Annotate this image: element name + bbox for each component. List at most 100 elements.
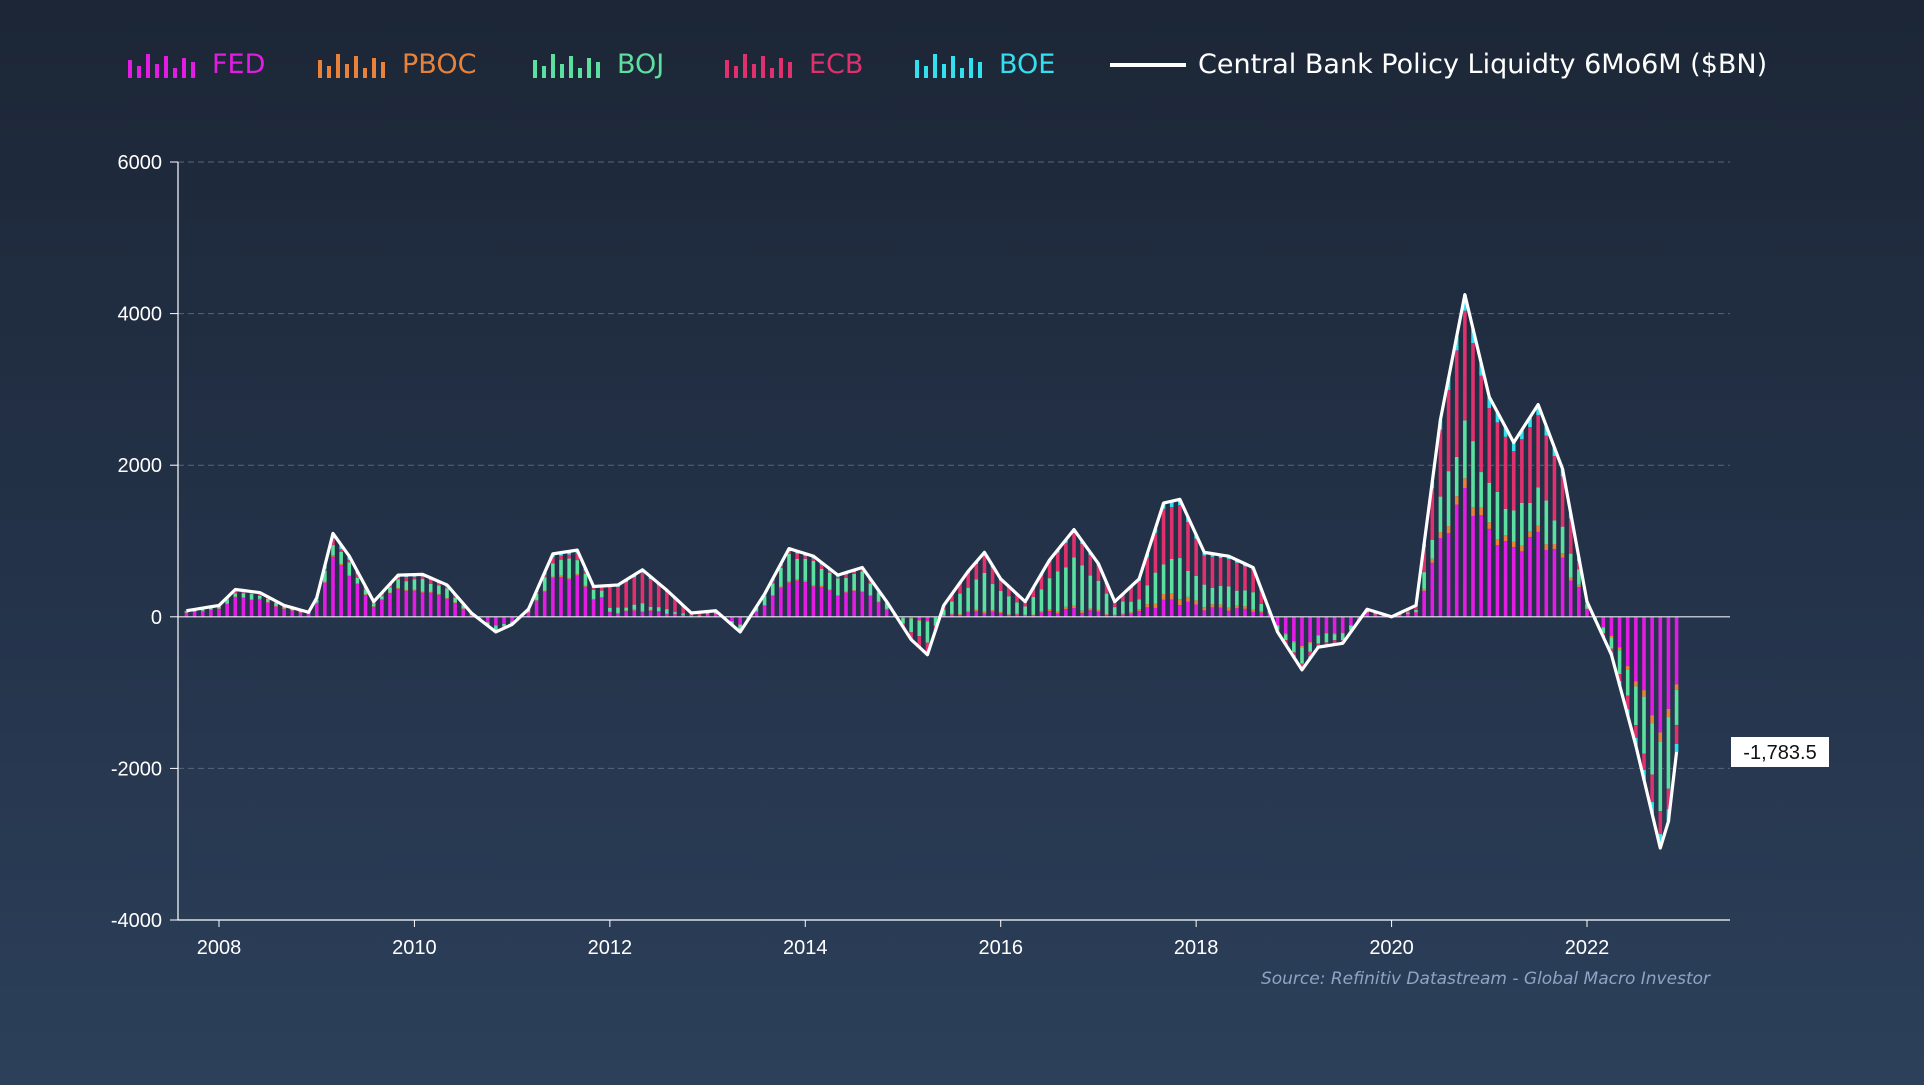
bar-pboc (599, 597, 604, 598)
bar-pboc (453, 602, 457, 604)
bar-ecb (1536, 415, 1540, 488)
bar-boe (1471, 328, 1475, 344)
bar-ecb (1186, 521, 1190, 571)
bar-ecb (1023, 602, 1027, 607)
bar-boj (697, 615, 702, 617)
bar-ecb (681, 606, 685, 614)
bar-ecb (551, 557, 555, 564)
bar-pboc (950, 613, 954, 615)
bar-icon-stroke (381, 62, 385, 78)
bar-icon-stroke (779, 58, 783, 78)
bar-fed (1568, 580, 1573, 617)
bar-fed (640, 612, 645, 617)
total-liquidity-line (186, 293, 1679, 850)
bar-boj (852, 573, 856, 591)
bar-icon-stroke (345, 64, 349, 78)
bar-ecb (1479, 375, 1483, 473)
bar-pboc (388, 592, 392, 594)
bar-ecb (925, 642, 930, 654)
bar-boj (567, 558, 571, 579)
bar-icon (128, 54, 195, 78)
bar-fed (1121, 614, 1125, 617)
bar-fed (1332, 616, 1337, 634)
bar-pboc (1088, 608, 1093, 611)
bar-fed (1047, 611, 1052, 617)
bar-fed (1528, 536, 1532, 617)
bar-pboc (1511, 541, 1516, 548)
bar-pboc (966, 610, 970, 613)
bar-ecb (917, 636, 922, 646)
bar-ecb (974, 564, 979, 580)
bar-fed (673, 613, 677, 617)
bar-icon-stroke (734, 66, 738, 78)
bar-icon-stroke (578, 68, 582, 78)
bar-fed (1544, 550, 1549, 617)
bar-boj (876, 592, 881, 602)
bar-pboc (241, 597, 246, 598)
bar-pboc (656, 611, 661, 612)
bar-pboc (1112, 614, 1117, 616)
bar-boj (982, 572, 987, 612)
bar-fed (339, 564, 343, 617)
bar-ecb (1292, 652, 1296, 656)
bar-ecb (1007, 587, 1011, 597)
bar-pboc (347, 574, 352, 577)
bar-boj (1430, 539, 1435, 559)
bar-ecb (184, 611, 189, 612)
bar-ecb (1495, 422, 1500, 492)
bar-icon-stroke (363, 68, 367, 78)
bar-boj (803, 558, 808, 581)
bar-boj (396, 579, 400, 589)
bar-pboc (1031, 614, 1036, 616)
bar-boj (844, 577, 848, 592)
bar-fed (331, 556, 335, 617)
bar-pboc (1544, 544, 1549, 551)
bar-pboc (1332, 633, 1337, 635)
bar-fed (1015, 614, 1019, 617)
bar-pboc (1658, 732, 1663, 742)
bar-pboc (1463, 478, 1467, 488)
bar-pboc (1430, 558, 1435, 563)
bar-pboc (990, 610, 995, 612)
bar-pboc (681, 614, 685, 616)
bar-pboc (1503, 535, 1508, 541)
bar-boj (428, 583, 433, 592)
bar-boj (217, 606, 221, 609)
bar-boj (656, 607, 661, 612)
bar-fed (1479, 515, 1483, 617)
bar-fed (1226, 610, 1231, 617)
bar-boj (1308, 643, 1312, 652)
bar-pboc (648, 609, 653, 611)
bar-icon-stroke (587, 58, 591, 78)
bar-fed (510, 616, 514, 622)
bar-fed (1259, 612, 1264, 617)
bar-boj (209, 608, 213, 610)
bar-fed (762, 605, 767, 617)
bar-boj (901, 618, 905, 624)
bar-boj (1609, 637, 1614, 649)
bar-icon (533, 54, 600, 78)
bar-ecb (1552, 455, 1557, 521)
bar-boj (1560, 526, 1565, 554)
bar-fed (1503, 541, 1508, 617)
bar-ecb (437, 583, 441, 586)
bar-pboc (274, 605, 278, 607)
bar-fed (437, 594, 441, 617)
legend-item-pboc: PBOC (318, 49, 476, 80)
bar-fed (1511, 547, 1516, 617)
bar-pboc (266, 602, 270, 603)
bar-fed (1129, 613, 1133, 617)
x-tick-label: 2014 (783, 937, 828, 959)
bar-fed (591, 599, 596, 617)
bar-fed (1397, 614, 1402, 617)
bar-fed (1194, 604, 1198, 617)
bar-pboc (591, 598, 596, 600)
bar-pboc (1023, 614, 1027, 616)
bar-icon-stroke (969, 58, 973, 78)
bar-boe (1544, 426, 1549, 436)
bar-pboc (298, 612, 303, 613)
bar-fed (819, 586, 824, 617)
bar-pboc (1178, 599, 1182, 606)
bar-boj (1601, 627, 1606, 633)
bar-boj (437, 585, 441, 595)
